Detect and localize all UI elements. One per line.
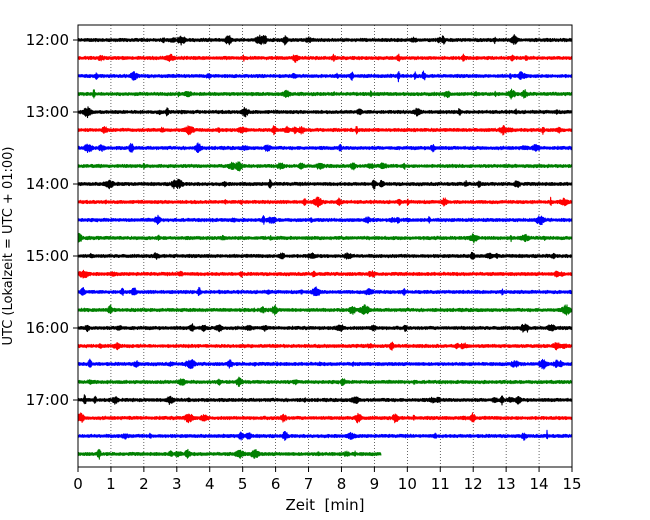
trace-1315: [77, 124, 573, 136]
x-tick-label: 5: [238, 475, 248, 493]
y-tick-label: 15:00: [26, 247, 69, 265]
y-tick-label: 14:00: [26, 175, 69, 193]
trace-1230: [77, 70, 573, 83]
trace-1730: [77, 429, 573, 441]
x-tick-label: 2: [139, 475, 149, 493]
y-axis-ticks: 12:00 13:00 14:00 15:00 16:00 17:00: [26, 31, 78, 409]
x-tick-label: 14: [530, 475, 549, 493]
y-tick-label: 13:00: [26, 103, 69, 121]
trace-1445: [77, 232, 573, 244]
trace-1615: [77, 341, 573, 351]
trace-1500: [77, 251, 573, 260]
trace-1300: [77, 106, 573, 119]
trace-1700: [77, 394, 573, 406]
trace-1745: [77, 448, 382, 460]
x-tick-label: 8: [337, 475, 347, 493]
trace-1715: [77, 412, 573, 424]
x-tick-label: 7: [304, 475, 314, 493]
trace-1200: [77, 34, 573, 46]
trace-1430: [77, 214, 573, 226]
x-tick-label: 6: [271, 475, 281, 493]
x-tick-label: 0: [73, 475, 83, 493]
trace-1345: [77, 161, 573, 172]
y-tick-label: 16:00: [26, 319, 69, 337]
x-tick-label: 11: [431, 475, 450, 493]
trace-1600: [77, 323, 573, 333]
trace-1530: [77, 286, 573, 297]
seismogram-traces: [77, 34, 573, 460]
trace-1645: [77, 376, 573, 387]
y-tick-label: 17:00: [26, 391, 69, 409]
x-tick-label: 12: [464, 475, 483, 493]
trace-1630: [77, 358, 573, 370]
plot-background: [78, 25, 572, 467]
trace-1415: [77, 196, 573, 208]
trace-1400: [77, 178, 573, 190]
x-tick-label: 4: [205, 475, 215, 493]
x-tick-label: 1: [106, 475, 116, 493]
y-axis-label: UTC (Lokalzeit = UTC + 01:00): [1, 147, 16, 346]
x-axis-label: Zeit [min]: [285, 496, 364, 514]
x-tick-label: 3: [172, 475, 182, 493]
plot-frame: [77, 24, 573, 468]
trace-1330: [77, 142, 573, 154]
x-tick-label: 15: [562, 475, 581, 493]
trace-1545: [77, 304, 573, 316]
y-tick-label: 12:00: [26, 31, 69, 49]
trace-1245: [77, 88, 573, 100]
x-axis-ticks: 0 1 2 3 4 5 6 7 8 9 10 11 12 13 14 15: [73, 467, 582, 493]
x-tick-label: 13: [497, 475, 516, 493]
x-tick-label: 10: [398, 475, 417, 493]
trace-1515: [77, 269, 573, 279]
x-tick-label: 9: [370, 475, 380, 493]
trace-1215: [77, 53, 573, 63]
